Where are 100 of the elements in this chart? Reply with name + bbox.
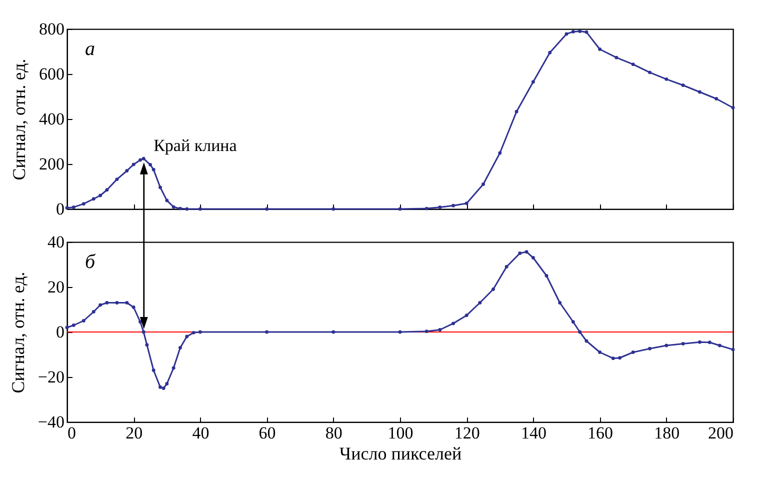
point [464, 314, 468, 318]
point [648, 346, 652, 350]
y-tick-label: 200 [39, 154, 64, 174]
point [132, 162, 136, 166]
point [452, 204, 456, 208]
point [92, 310, 96, 314]
y-tick-label: 800 [39, 20, 64, 38]
y-tick-label: 0 [56, 322, 64, 342]
y-tick-label: 0 [56, 200, 64, 218]
point [82, 202, 86, 206]
point [125, 169, 129, 172]
point [714, 97, 718, 100]
point [614, 56, 618, 60]
point [718, 344, 722, 348]
point [698, 90, 702, 94]
point [152, 368, 156, 372]
x-tick-label: 20 [126, 424, 143, 442]
point [192, 330, 196, 334]
point [398, 330, 402, 334]
point [478, 301, 482, 304]
annotation: Край клина [154, 136, 238, 156]
point [518, 252, 522, 255]
point [571, 30, 575, 34]
point [698, 340, 702, 344]
point [265, 207, 269, 211]
point [664, 77, 668, 81]
x-tick-label: 100 [388, 424, 414, 442]
point [158, 385, 162, 389]
x-tick-label: 180 [654, 424, 680, 442]
point [98, 303, 102, 307]
point [681, 342, 685, 346]
point [548, 50, 552, 54]
point [438, 205, 442, 209]
point [578, 30, 582, 33]
point [105, 301, 109, 304]
x-tick-label: 40 [192, 424, 210, 442]
point [452, 322, 456, 326]
point [424, 330, 428, 334]
y-tick-label: −20 [38, 368, 64, 386]
point [142, 156, 146, 160]
y-axis-title: Сигнал, отн. ед. [8, 272, 28, 394]
point [105, 188, 109, 192]
point [72, 324, 76, 327]
point [72, 205, 76, 209]
point [198, 330, 202, 334]
point [531, 256, 535, 260]
point [492, 288, 495, 291]
point [165, 198, 169, 202]
y-tick-label: 20 [48, 278, 64, 296]
point [142, 330, 146, 334]
point [514, 110, 518, 114]
point [185, 207, 189, 211]
point [618, 356, 622, 360]
point [681, 84, 685, 87]
point [482, 182, 485, 186]
point [631, 62, 635, 66]
point [584, 30, 588, 34]
point [132, 306, 136, 309]
x-tick-label: 60 [258, 424, 276, 442]
point [504, 265, 508, 268]
point [158, 186, 162, 190]
x-tick-label: 120 [454, 424, 480, 442]
point [125, 301, 129, 304]
point [138, 158, 142, 162]
point [92, 197, 96, 201]
x-tick-label: 160 [588, 424, 614, 442]
y-axis-title: Сигнал, отн. ед. [9, 58, 29, 180]
point [571, 320, 575, 324]
x-tick-label: 200 [708, 424, 734, 442]
y-tick-label: 40 [48, 232, 64, 252]
point [98, 194, 102, 198]
point [578, 330, 582, 334]
point [332, 207, 336, 211]
y-tick-label: 400 [39, 110, 64, 128]
point [664, 344, 668, 348]
point [178, 206, 182, 210]
annotation: б [85, 251, 96, 273]
line-series [65, 30, 735, 211]
point [265, 330, 269, 334]
point [631, 350, 635, 354]
point [145, 343, 149, 347]
point [598, 48, 602, 51]
point [162, 386, 166, 390]
point [165, 382, 169, 386]
point [558, 301, 562, 304]
x-axis-title: Число пикселей [339, 444, 462, 464]
point [398, 207, 402, 211]
point [584, 339, 588, 343]
point [731, 348, 735, 352]
point [115, 178, 119, 182]
point [65, 326, 69, 330]
x-tick-label: 0 [68, 424, 76, 442]
point [332, 330, 336, 334]
point [178, 346, 182, 350]
point [185, 334, 189, 338]
point [148, 162, 152, 166]
y-tick-label: 600 [39, 64, 64, 84]
point [531, 80, 535, 84]
point [464, 202, 468, 206]
point [115, 301, 119, 304]
